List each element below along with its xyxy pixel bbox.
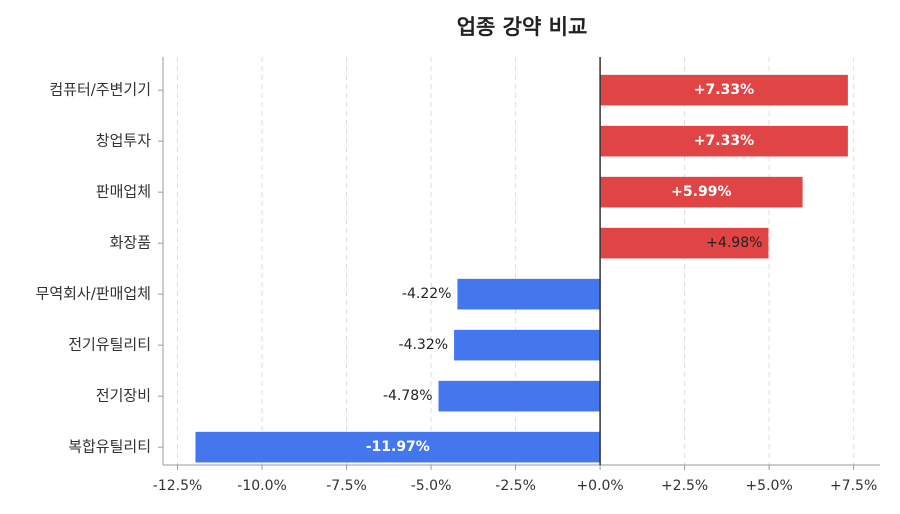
y-tick-label: 판매업체 xyxy=(96,183,151,201)
value-label: -4.32% xyxy=(399,337,449,353)
value-label: -4.22% xyxy=(402,286,452,302)
y-tick-label: 창업투자 xyxy=(96,132,151,150)
bar xyxy=(600,74,848,106)
y-tick-label: 화장품 xyxy=(110,234,151,252)
x-tick-label: -2.5% xyxy=(495,478,536,494)
x-tick-label: +7.5% xyxy=(830,478,877,494)
x-tick-label: -10.0% xyxy=(237,478,287,494)
value-label: +4.98% xyxy=(706,235,762,251)
bar xyxy=(457,278,601,310)
bar xyxy=(438,380,601,412)
y-tick-label: 전기유틸리티 xyxy=(68,336,151,354)
value-label: +7.33% xyxy=(694,82,754,98)
y-tick-label: 복합유틸리티 xyxy=(68,438,151,456)
y-tick-label: 무역회사/판매업체 xyxy=(36,285,151,303)
value-label: -11.97% xyxy=(366,439,430,455)
value-label: +5.99% xyxy=(671,184,731,200)
value-label: +7.33% xyxy=(694,133,754,149)
x-tick-label: +5.0% xyxy=(745,478,792,494)
y-tick-label: 전기장비 xyxy=(96,387,151,405)
x-tick-label: -5.0% xyxy=(411,478,452,494)
bar xyxy=(600,176,803,208)
y-tick-label: 컴퓨터/주변기기 xyxy=(49,81,151,99)
value-label: -4.78% xyxy=(383,388,433,404)
chart-title: 업종 강약 비교 xyxy=(457,15,588,39)
bar xyxy=(454,329,601,361)
bar xyxy=(600,125,848,157)
x-tick-label: +0.0% xyxy=(576,478,623,494)
bar xyxy=(600,227,769,259)
bar xyxy=(195,431,601,463)
x-tick-label: +2.5% xyxy=(661,478,708,494)
x-tick-label: -7.5% xyxy=(326,478,367,494)
x-tick-label: -12.5% xyxy=(153,478,203,494)
